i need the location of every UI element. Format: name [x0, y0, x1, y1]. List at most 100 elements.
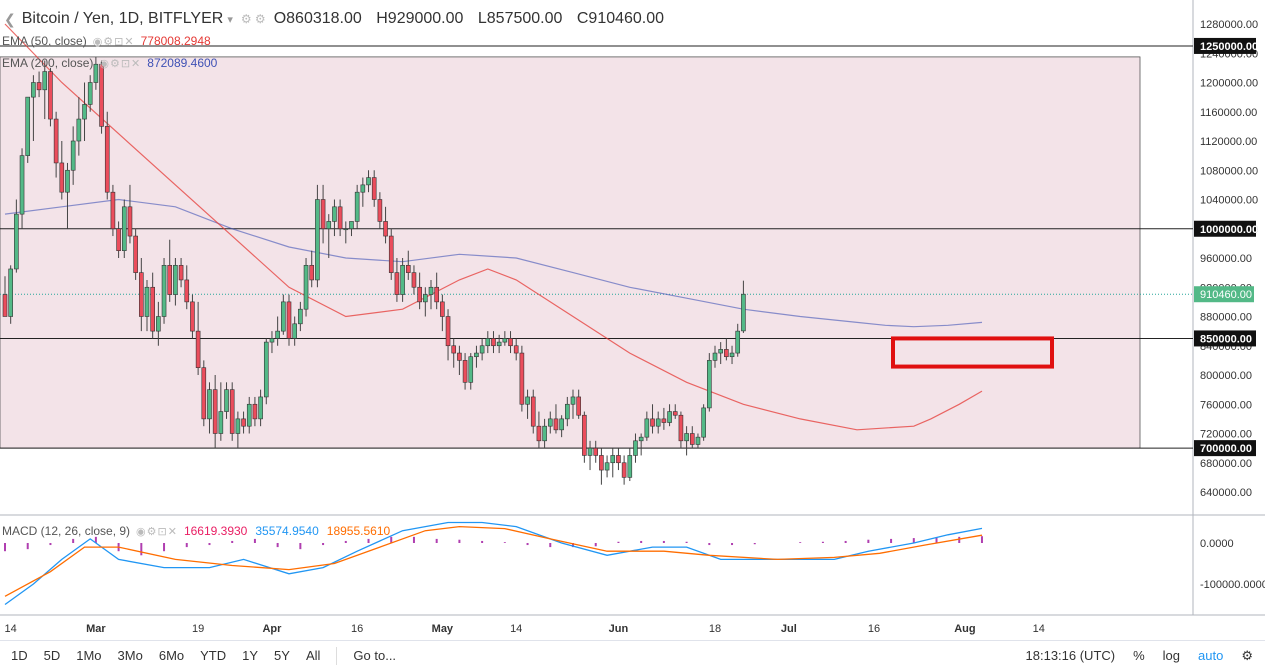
auto-toggle[interactable]: auto — [1198, 648, 1224, 663]
candle[interactable] — [337, 199, 343, 237]
candle[interactable] — [423, 287, 428, 317]
macd-controls-icon[interactable]: ◉⚙⊡✕ — [136, 525, 178, 538]
symbol-title[interactable]: Bitcoin / Yen, 1D, BITFLYER — [21, 10, 224, 27]
candle[interactable] — [127, 184, 133, 244]
range-button-6mo[interactable]: 6Mo — [158, 648, 185, 663]
candle[interactable] — [695, 433, 701, 449]
candle[interactable] — [479, 338, 485, 361]
candle[interactable] — [542, 418, 547, 449]
candle[interactable] — [650, 404, 655, 434]
settings-icon[interactable]: ⚙ ⚙ — [240, 12, 266, 26]
candle[interactable] — [241, 411, 246, 434]
candle[interactable] — [201, 360, 207, 427]
range-button-1mo[interactable]: 1Mo — [76, 648, 102, 663]
dropdown-icon[interactable]: ▾ — [227, 13, 233, 26]
candle[interactable] — [150, 272, 155, 339]
candle[interactable] — [53, 111, 59, 178]
candle[interactable] — [474, 345, 479, 368]
candle[interactable] — [411, 265, 417, 295]
candle[interactable] — [678, 411, 684, 449]
candle[interactable] — [417, 272, 422, 310]
settings-gear-icon[interactable]: ⚙ — [1241, 647, 1253, 663]
candle[interactable] — [388, 228, 394, 280]
candle[interactable] — [76, 97, 82, 156]
range-button-5d[interactable]: 5D — [43, 648, 61, 663]
range-button-all[interactable]: All — [305, 648, 321, 663]
candle[interactable] — [707, 353, 712, 412]
candle[interactable] — [462, 353, 468, 390]
ema50-controls-icon[interactable]: ◉⚙⊡✕ — [92, 35, 135, 48]
candle[interactable] — [320, 184, 326, 244]
candle[interactable] — [491, 331, 496, 354]
candle[interactable] — [741, 280, 746, 333]
candle[interactable] — [70, 126, 76, 185]
candle[interactable] — [110, 184, 116, 237]
candle[interactable] — [496, 334, 502, 354]
candle[interactable] — [553, 404, 559, 434]
candle[interactable] — [383, 206, 388, 244]
candle[interactable] — [616, 448, 621, 471]
candle[interactable] — [360, 177, 366, 207]
candle[interactable] — [587, 440, 593, 471]
range-button-5y[interactable]: 5Y — [274, 648, 290, 663]
candle[interactable] — [195, 301, 201, 375]
candle[interactable] — [701, 404, 706, 441]
candle[interactable] — [36, 71, 42, 98]
ema200-legend[interactable]: EMA (200, close) ◉⚙⊡✕ 872089.4600 — [2, 56, 217, 70]
candle[interactable] — [593, 440, 599, 463]
candle[interactable] — [689, 426, 695, 449]
candle[interactable] — [610, 448, 616, 478]
candle[interactable] — [672, 404, 678, 419]
candle[interactable] — [502, 331, 508, 346]
candle[interactable] — [31, 75, 36, 141]
candle[interactable] — [281, 294, 286, 335]
ema50-legend[interactable]: EMA (50, close) ◉⚙⊡✕ 778008.2948 — [2, 34, 211, 48]
candle[interactable] — [434, 272, 439, 310]
candle[interactable] — [178, 258, 184, 288]
candle[interactable] — [565, 396, 570, 427]
candle[interactable] — [428, 279, 434, 310]
candle[interactable] — [457, 345, 462, 375]
candle[interactable] — [173, 258, 178, 306]
range-button-ytd[interactable]: YTD — [200, 648, 227, 663]
candle[interactable] — [139, 258, 144, 332]
candle[interactable] — [224, 382, 229, 419]
candle[interactable] — [167, 239, 173, 302]
candle[interactable] — [87, 75, 93, 112]
candle[interactable] — [309, 250, 315, 288]
candle[interactable] — [156, 301, 161, 346]
candle[interactable] — [405, 250, 411, 280]
candle[interactable] — [252, 396, 258, 427]
candle[interactable] — [235, 411, 241, 449]
candle[interactable] — [246, 396, 252, 434]
candle[interactable] — [65, 162, 70, 229]
candle[interactable] — [104, 111, 110, 200]
candle[interactable] — [547, 411, 553, 434]
candle[interactable] — [667, 404, 672, 427]
candle[interactable] — [559, 415, 564, 438]
candle[interactable] — [315, 184, 320, 288]
candle[interactable] — [570, 389, 576, 419]
candle[interactable] — [99, 60, 104, 134]
candle[interactable] — [371, 170, 377, 207]
candle[interactable] — [633, 433, 638, 463]
candle[interactable] — [298, 301, 303, 332]
candle[interactable] — [121, 199, 127, 259]
candle[interactable] — [655, 411, 661, 434]
range-button-1d[interactable]: 1D — [11, 648, 28, 663]
candle[interactable] — [530, 389, 536, 434]
candle[interactable] — [508, 331, 513, 354]
candle[interactable] — [25, 96, 31, 163]
candle[interactable] — [525, 389, 530, 419]
candle[interactable] — [144, 279, 150, 332]
goto-button[interactable]: Go to... — [353, 648, 397, 663]
candle[interactable] — [729, 345, 735, 365]
candle[interactable] — [536, 411, 542, 449]
candle[interactable] — [468, 353, 474, 390]
percent-toggle[interactable]: % — [1133, 648, 1145, 663]
candle[interactable] — [377, 192, 383, 229]
candle[interactable] — [82, 82, 87, 142]
candle[interactable] — [207, 382, 212, 434]
candle[interactable] — [258, 389, 263, 427]
